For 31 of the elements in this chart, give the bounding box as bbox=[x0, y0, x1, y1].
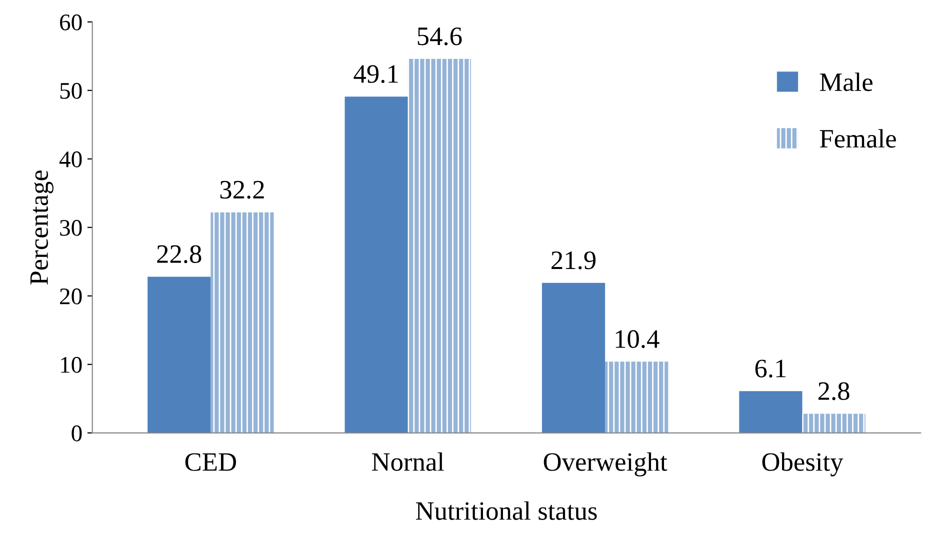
bar bbox=[802, 414, 866, 433]
data-label: 10.4 bbox=[616, 330, 660, 348]
y-axis-title: Percentage bbox=[30, 170, 54, 285]
bar bbox=[542, 282, 606, 433]
y-tick-label: 30 bbox=[60, 220, 82, 236]
y-tick-label: 10 bbox=[61, 356, 82, 373]
x-tick-label: Overweight bbox=[544, 452, 668, 476]
x-tick-label: CED bbox=[185, 453, 236, 471]
data-label: 54.6 bbox=[418, 27, 462, 46]
data-label: 2.8 bbox=[818, 382, 850, 400]
bar bbox=[148, 276, 211, 433]
x-tick-label: Obesity bbox=[762, 452, 844, 476]
data-label: 32.2 bbox=[220, 180, 264, 199]
data-label: 21.9 bbox=[552, 251, 596, 270]
data-label: 6.1 bbox=[755, 360, 786, 378]
y-tick-label: 0 bbox=[72, 425, 82, 442]
y-tick-label: 50 bbox=[60, 82, 82, 99]
bar bbox=[344, 96, 408, 433]
bar bbox=[739, 391, 802, 433]
x-tick-label: Nornal bbox=[372, 452, 444, 471]
legend-label: Female bbox=[820, 129, 896, 148]
x-axis-title: Nutritional status bbox=[416, 501, 597, 520]
data-label: 22.8 bbox=[157, 245, 202, 264]
y-tick-label: 60 bbox=[60, 14, 82, 30]
legend-label: Male bbox=[820, 72, 872, 92]
data-label: 49.1 bbox=[354, 65, 398, 84]
y-tick-label: 40 bbox=[59, 151, 82, 168]
bar bbox=[408, 58, 471, 433]
bar bbox=[210, 212, 274, 433]
bar bbox=[605, 362, 668, 433]
y-tick-label: 20 bbox=[60, 288, 82, 304]
